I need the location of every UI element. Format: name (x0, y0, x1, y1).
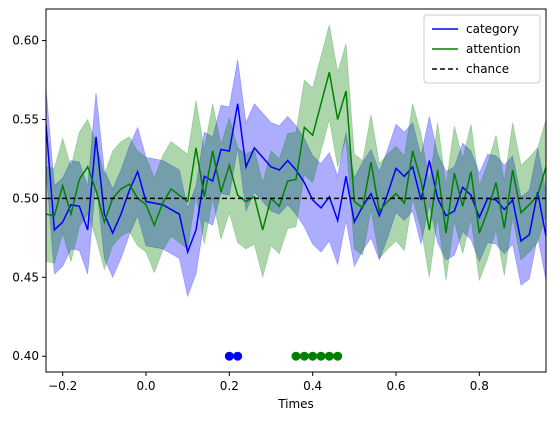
significance-markers (224, 351, 343, 361)
attention-significance-marker (291, 351, 301, 361)
y-tick-label: 0.45 (12, 270, 39, 284)
attention-significance-marker (299, 351, 309, 361)
legend-label-attention: attention (466, 42, 521, 56)
attention-significance-marker (324, 351, 334, 361)
legend-label-category: category (466, 22, 519, 36)
category-line (46, 103, 546, 255)
y-tick-label: 0.50 (12, 191, 39, 205)
series-lines (46, 71, 546, 255)
legend-label-chance: chance (466, 62, 509, 76)
attention-significance-marker (333, 351, 343, 361)
x-tick-label: 0.6 (386, 379, 405, 393)
x-tick-label: −0.2 (48, 379, 77, 393)
y-tick-label: 0.60 (12, 34, 39, 48)
category-significance-marker (233, 351, 243, 361)
attention-significance-marker (308, 351, 318, 361)
category-significance-marker (224, 351, 234, 361)
x-axis-ticks: −0.2 0.0 0.2 0.4 0.6 0.8 (48, 372, 489, 393)
legend-box (423, 14, 541, 84)
plot-frame (45, 8, 547, 373)
x-axis-label: Times (277, 397, 314, 411)
attention-band (46, 24, 546, 281)
y-tick-label: 0.55 (12, 112, 39, 126)
x-tick-label: 0.2 (220, 379, 239, 393)
x-tick-label: 0.8 (470, 379, 489, 393)
x-tick-label: 0.0 (136, 379, 155, 393)
x-tick-label: 0.4 (303, 379, 322, 393)
legend: category attention chance (423, 14, 541, 84)
y-axis-ticks: 0.40 0.45 0.50 0.55 0.60 (12, 34, 46, 363)
attention-significance-marker (316, 351, 326, 361)
attention-line (46, 71, 546, 234)
y-tick-label: 0.40 (12, 349, 39, 363)
